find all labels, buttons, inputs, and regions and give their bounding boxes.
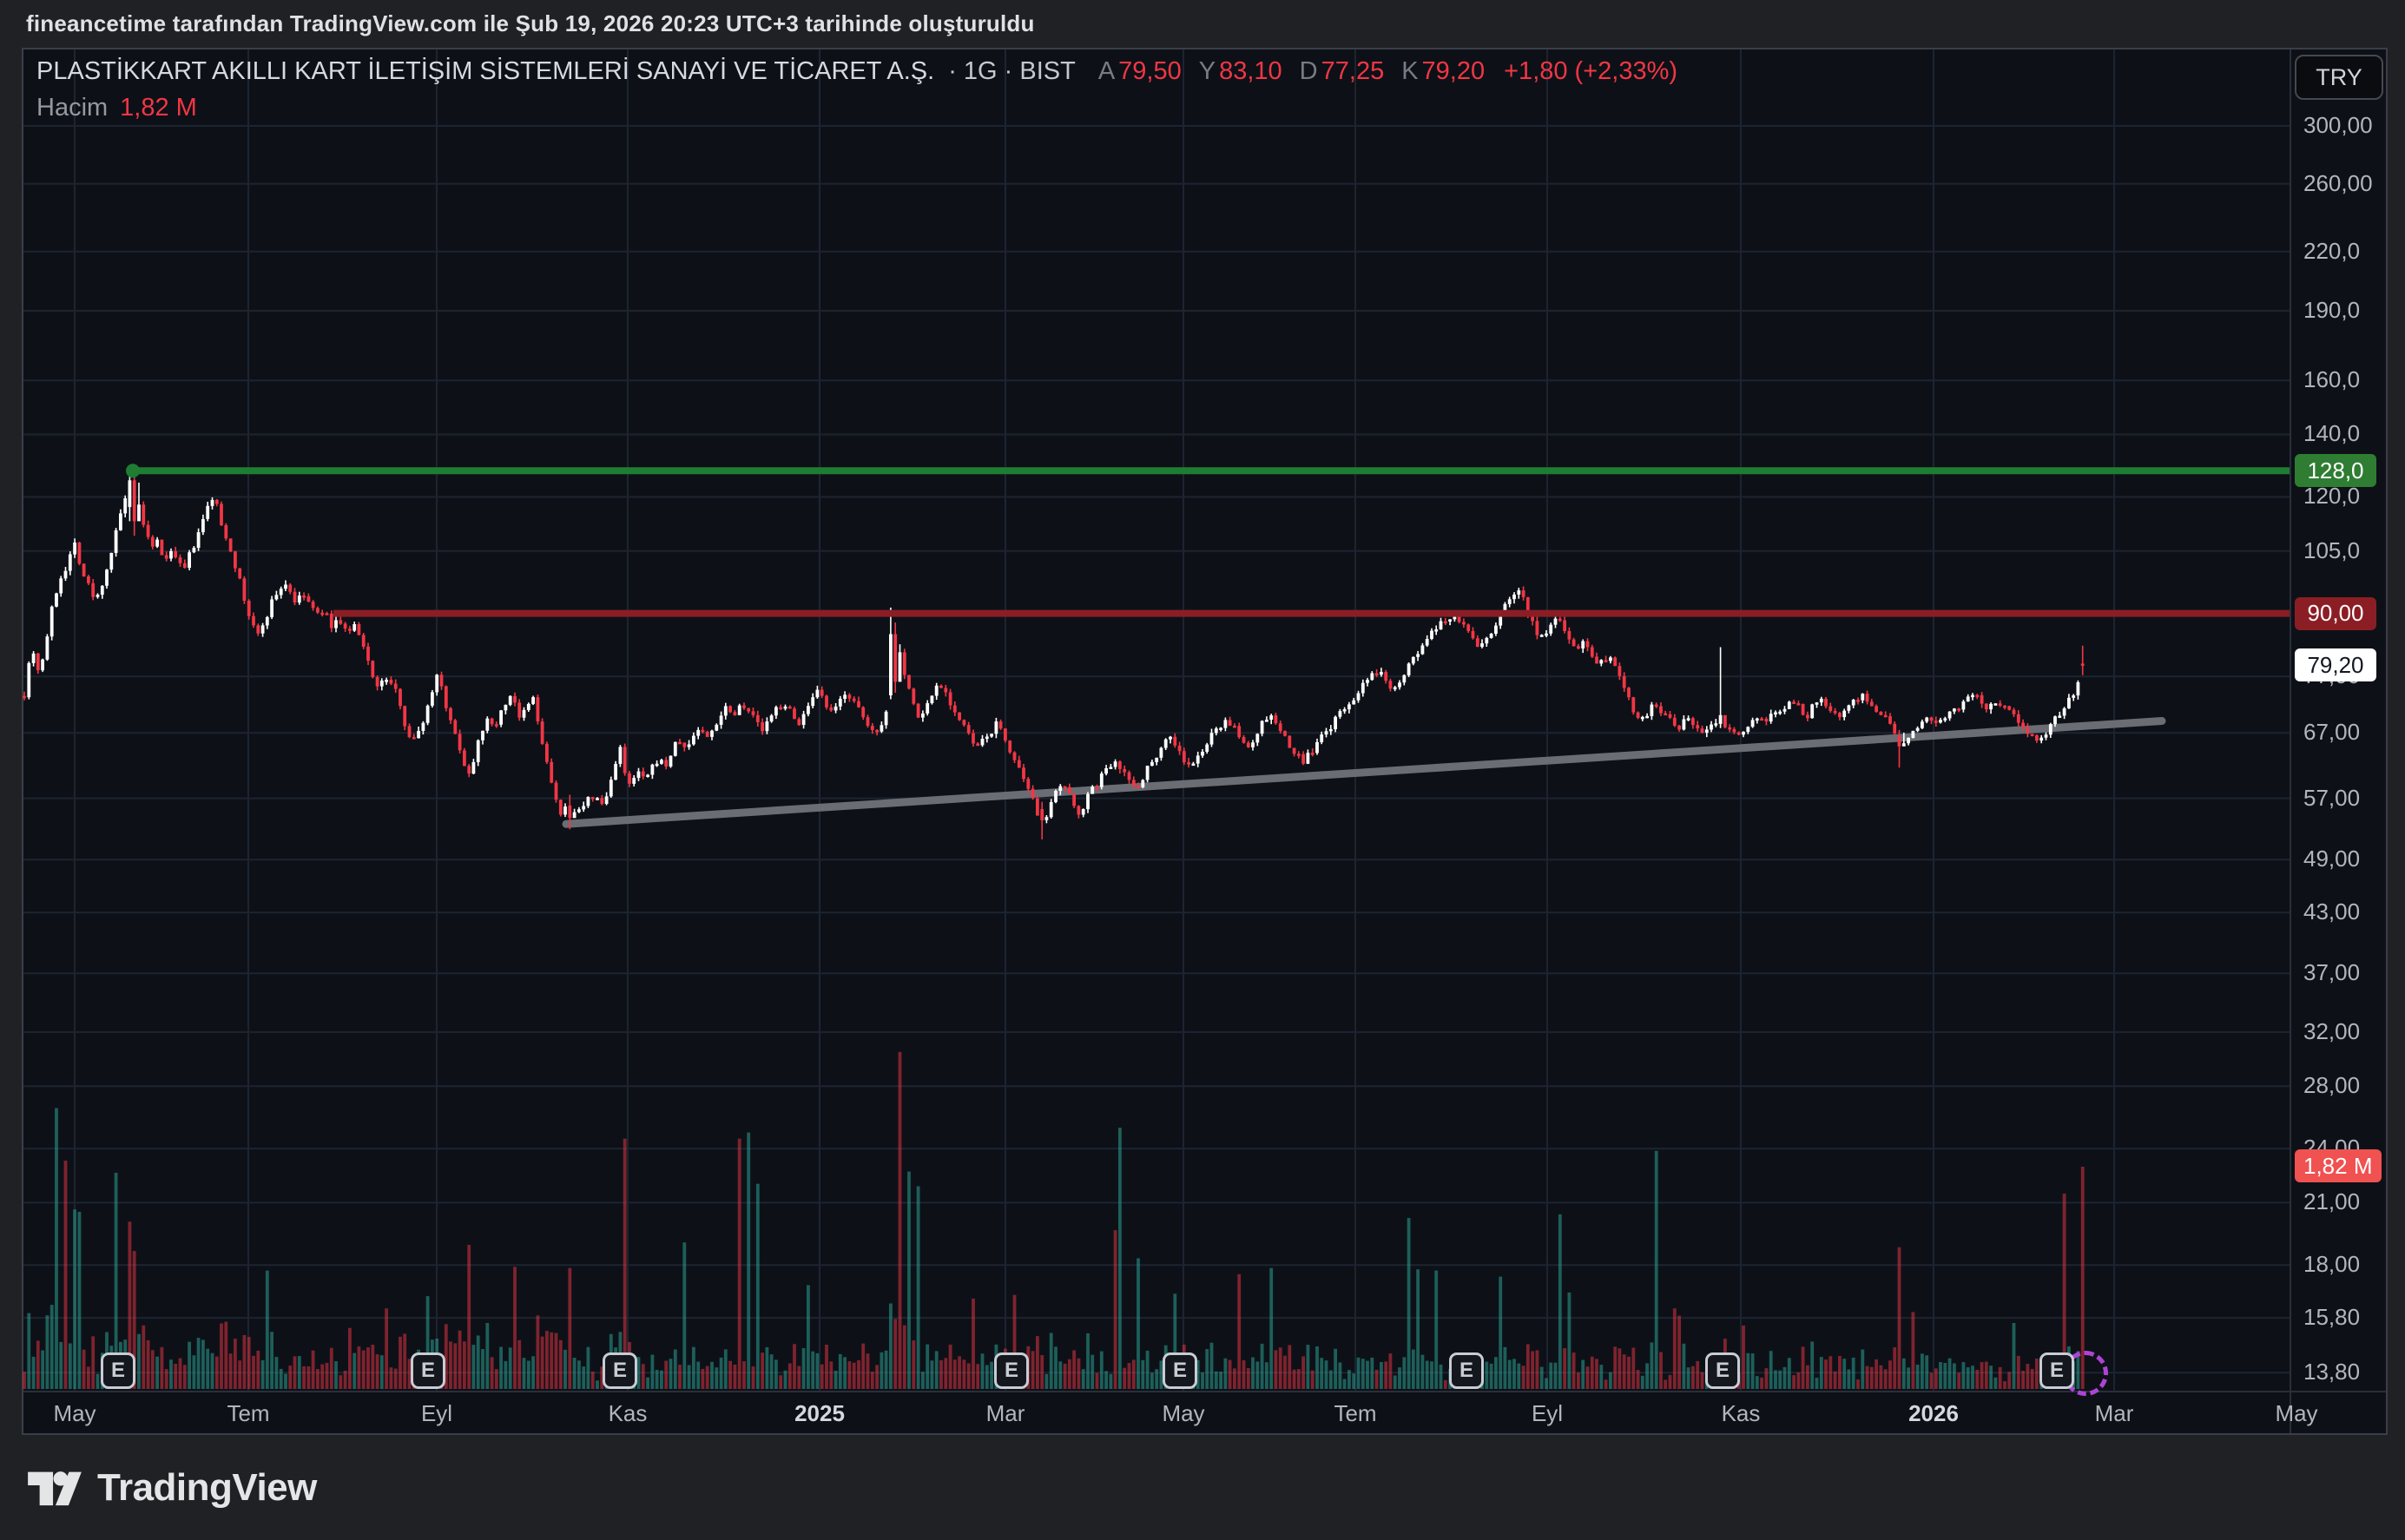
time-label-kas: Kas	[608, 1400, 648, 1426]
time-label-eyl: Eyl	[1531, 1400, 1564, 1426]
price-tick: 37,00	[2303, 959, 2361, 986]
price-tick: 160,0	[2303, 366, 2361, 393]
time-label-eyl: Eyl	[420, 1400, 453, 1426]
footer-bar: TradingView	[0, 1435, 2405, 1540]
price-tick: 190,0	[2303, 297, 2361, 324]
currency-button[interactable]: TRY	[2295, 55, 2383, 100]
price-tick: 57,00	[2303, 784, 2361, 811]
volume-label: Hacim	[36, 94, 109, 122]
earnings-marker[interactable]: E	[1449, 1352, 1484, 1389]
price-tick: 300,00	[2303, 112, 2373, 138]
price-tick: 13,80	[2303, 1359, 2361, 1385]
tradingview-logo-icon[interactable]	[28, 1462, 82, 1513]
price-badge-level-128: 128,0	[2295, 454, 2376, 488]
ohlc-value: 77,25	[1321, 57, 1385, 85]
ohlc-item: Y 83,10	[1199, 57, 1282, 86]
price-tick: 15,80	[2303, 1304, 2361, 1331]
price-tick: 28,00	[2303, 1072, 2361, 1099]
candlesticks	[23, 471, 2085, 839]
price-tick: 32,00	[2303, 1017, 2361, 1044]
price-badge-level-90: 90,00	[2295, 596, 2376, 630]
ohlc-letter: A	[1097, 57, 1116, 85]
interval-exchange: · 1G · BIST	[948, 57, 1076, 85]
price-tick: 49,00	[2303, 846, 2361, 872]
ohlc-item: K 79,20	[1401, 57, 1485, 86]
ohlc-item: D 77,25	[1300, 57, 1385, 86]
price-badge-last-price: 79,20	[2295, 648, 2376, 682]
earnings-marker[interactable]: E	[2039, 1352, 2074, 1389]
price-tick: 18,00	[2303, 1251, 2361, 1278]
time-label-may: May	[2275, 1400, 2318, 1426]
attribution-text: fineancetime tarafından TradingView.com …	[26, 10, 1035, 36]
price-badge-volume: 1,82 M	[2295, 1149, 2382, 1182]
tradingview-brand-text[interactable]: TradingView	[97, 1465, 317, 1509]
time-label-tem: Tem	[227, 1400, 270, 1426]
symbol-header: PLASTİKKART AKILLI KART İLETİŞİM SİSTEML…	[36, 57, 1677, 86]
price-tick: 220,0	[2303, 237, 2361, 264]
volume-value: 1,82 M	[120, 94, 197, 122]
price-tick: 140,0	[2303, 420, 2361, 447]
time-label-kas: Kas	[1721, 1400, 1761, 1426]
price-tick: 43,00	[2303, 898, 2361, 925]
ohlc-item: A 79,50	[1098, 57, 1182, 86]
price-tick: 105,0	[2303, 536, 2361, 563]
time-label-may: May	[1162, 1400, 1205, 1426]
volume-bars	[23, 1051, 2085, 1389]
ohlc-values: A 79,50 Y 83,10 D 77,25 K 79,20	[1098, 57, 1485, 86]
volume-legend: Hacim 1,82 M	[36, 94, 197, 122]
ohlc-letter: Y	[1198, 57, 1216, 85]
time-label-mar: Mar	[985, 1400, 1025, 1426]
earnings-marker[interactable]: E	[1163, 1352, 1197, 1389]
price-tick: 120,0	[2303, 483, 2361, 510]
time-label-2026: 2026	[1908, 1400, 1959, 1426]
earnings-marker[interactable]: E	[603, 1352, 637, 1389]
chart-frame	[22, 48, 2388, 1435]
ohlc-value: 79,20	[1421, 57, 1486, 85]
earnings-marker[interactable]: E	[101, 1352, 135, 1389]
time-label-2025: 2025	[794, 1400, 845, 1426]
time-label-may: May	[53, 1400, 96, 1426]
time-label-mar: Mar	[2094, 1400, 2134, 1426]
earnings-marker[interactable]: E	[411, 1352, 445, 1389]
change-value: +1,80 (+2,33%)	[1504, 57, 1678, 85]
ohlc-letter: K	[1401, 57, 1419, 85]
ohlc-letter: D	[1299, 57, 1318, 85]
earnings-marker[interactable]: E	[994, 1352, 1029, 1389]
price-tick: 21,00	[2303, 1188, 2361, 1215]
trendline[interactable]	[562, 717, 2166, 828]
price-tick: 260,00	[2303, 169, 2373, 196]
price-tick: 67,00	[2303, 719, 2361, 746]
ohlc-value: 83,10	[1219, 57, 1282, 85]
earnings-marker[interactable]: E	[1705, 1352, 1740, 1389]
symbol-title: PLASTİKKART AKILLI KART İLETİŞİM SİSTEML…	[36, 57, 935, 85]
time-label-tem: Tem	[1334, 1400, 1377, 1426]
level-anchor-dot	[126, 464, 140, 478]
ohlc-value: 79,50	[1118, 57, 1182, 85]
